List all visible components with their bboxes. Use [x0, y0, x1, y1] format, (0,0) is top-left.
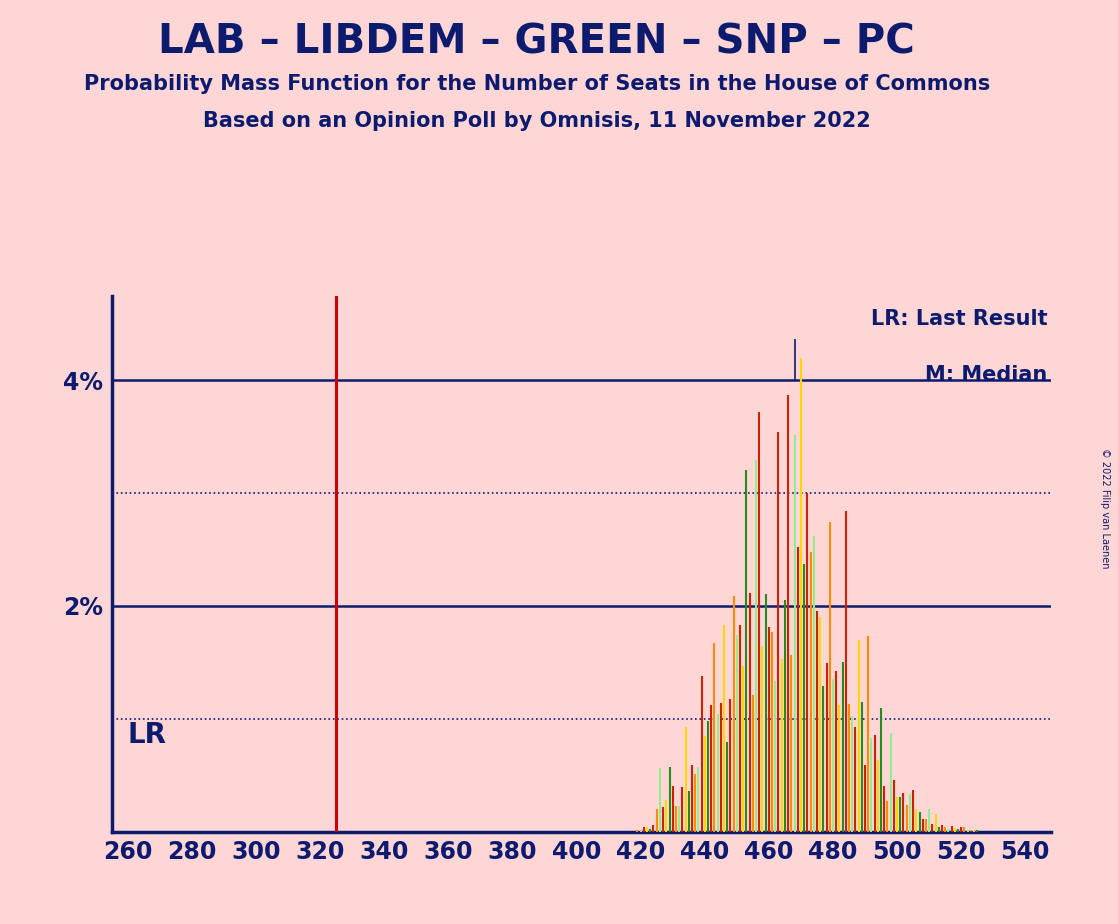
Text: LAB – LIBDEM – GREEN – SNP – PC: LAB – LIBDEM – GREEN – SNP – PC: [159, 22, 915, 62]
Text: © 2022 Filip van Laenen: © 2022 Filip van Laenen: [1100, 448, 1110, 568]
Text: LR: LR: [127, 721, 167, 749]
Text: LR: Last Result: LR: Last Result: [871, 310, 1048, 329]
Text: M: Median: M: Median: [926, 365, 1048, 385]
Text: Probability Mass Function for the Number of Seats in the House of Commons: Probability Mass Function for the Number…: [84, 74, 989, 94]
Text: Based on an Opinion Poll by Omnisis, 11 November 2022: Based on an Opinion Poll by Omnisis, 11 …: [202, 111, 871, 131]
